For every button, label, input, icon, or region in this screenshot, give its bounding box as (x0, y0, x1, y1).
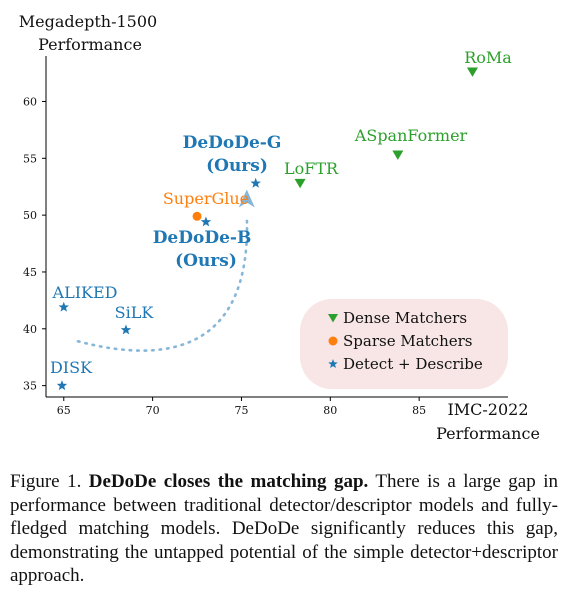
x-axis-label-line1: IMC-2022 (447, 400, 528, 419)
y-tick-label: 60 (23, 95, 37, 108)
point-label-aliked: ALIKED (52, 283, 118, 302)
x-tick-label: 65 (57, 404, 71, 417)
x-tick-label: 85 (412, 404, 426, 417)
y-axis-label-line2: Performance (38, 35, 142, 54)
legend-marker (328, 314, 338, 323)
point-label-loftr: LoFTR (284, 159, 339, 178)
y-tick-label: 35 (23, 380, 37, 393)
point-label-dedodeb-2: (Ours) (175, 251, 237, 271)
caption-prefix: Figure 1. (10, 471, 82, 492)
scatter-chart: 65 70 75 80 85 35 40 45 50 55 60 Dense Matchers Spa… (19, 12, 540, 443)
figure-caption: Figure 1. DeDoDe closes the matching gap… (10, 470, 558, 588)
x-tick-label: 75 (234, 404, 248, 417)
point-label-dedodeg-2: (Ours) (206, 156, 268, 176)
point-label-superglue: SuperGlue (163, 189, 249, 208)
y-tick-label: 45 (23, 266, 37, 279)
data-point (250, 177, 261, 188)
data-point (120, 324, 132, 335)
point-label-silk: SiLK (115, 303, 155, 322)
point-labels: RoMa ASpanFormer LoFTR SuperGlue DeDoDe-G (Ou… (50, 48, 512, 377)
x-tick-label: 80 (323, 404, 337, 417)
caption-title: DeDoDe closes the matching gap. (88, 471, 369, 492)
point-label-roma: RoMa (464, 48, 512, 67)
legend-label: Sparse Matchers (343, 332, 472, 350)
legend-label: Detect + Describe (343, 355, 483, 373)
legend-label: Dense Matchers (343, 309, 467, 327)
legend-marker (328, 359, 338, 369)
point-label-aspan: ASpanFormer (354, 126, 468, 145)
y-tick-label: 55 (23, 152, 37, 165)
y-axis-label-line1: Megadepth-1500 (19, 12, 157, 31)
trend-arrow-head (238, 189, 255, 208)
trend-arrow-path (76, 214, 249, 352)
y-tick-label: 50 (23, 209, 37, 222)
axes (42, 56, 508, 401)
data-point (200, 216, 212, 227)
point-label-disk: DISK (50, 358, 93, 377)
legend-marker (328, 336, 338, 346)
point-label-dedodeg-1: DeDoDe-G (183, 133, 282, 153)
point-label-dedodeb-1: DeDoDe-B (153, 228, 252, 248)
legend: Dense Matchers Sparse Matchers Detect + De… (300, 299, 508, 389)
x-tick-label: 70 (146, 404, 160, 417)
caption-text: There is a large gap in performance betw… (10, 471, 558, 586)
data-point (392, 150, 404, 160)
data-point (294, 178, 306, 189)
y-tick-label: 40 (23, 323, 37, 336)
legend-box (300, 299, 508, 389)
data-points (56, 67, 478, 391)
data-point (192, 211, 202, 221)
data-point (466, 67, 478, 77)
data-point (58, 301, 69, 312)
x-axis-label-line2: Performance (436, 424, 540, 443)
trend-arrow (76, 189, 255, 352)
tick-labels: 65 70 75 80 85 35 40 45 50 55 60 (23, 95, 426, 417)
data-point (56, 380, 68, 391)
